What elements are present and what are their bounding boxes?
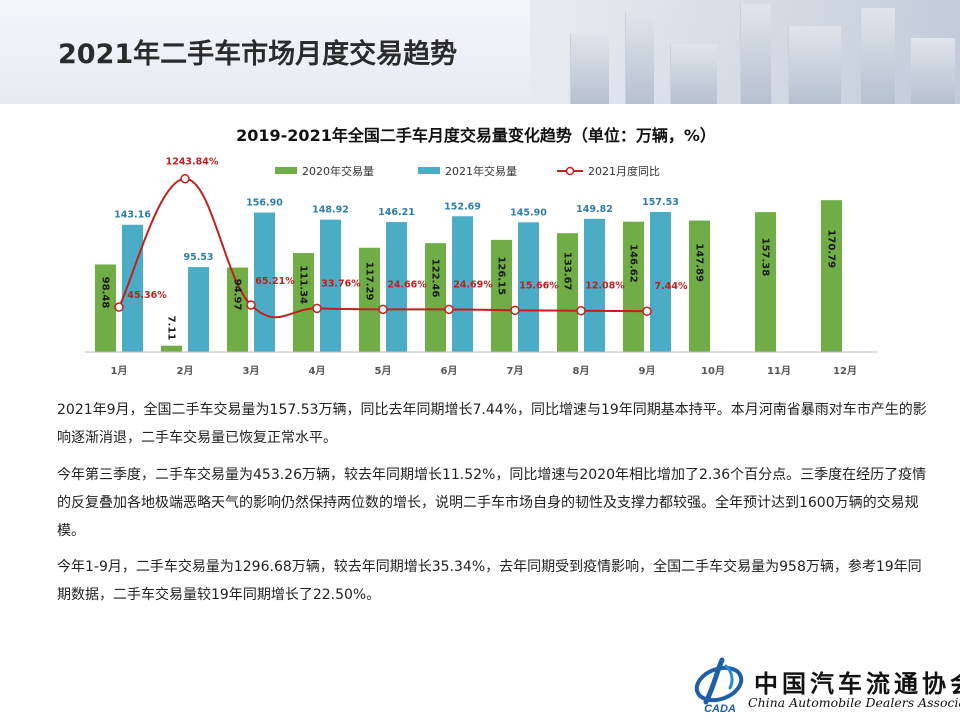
x-tick-label: 11月 [767,365,791,377]
x-tick-label: 8月 [573,365,590,377]
chart-legend: 2020年交易量 2021年交易量 2021月度同比 [275,164,660,178]
x-tick-label: 9月 [639,365,656,377]
legend-swatch [418,167,440,174]
bar-2021-label: 143.16 [114,210,151,221]
yoy-point [312,303,322,314]
yoy-label: 33.76% [321,278,361,289]
bar-2020-label: 111.34 [298,265,309,304]
yoy-label: 24.66% [387,279,427,290]
bar-2021-label: 148.92 [312,205,349,216]
yoy-point [642,306,652,316]
yoy-label: 15.66% [519,280,559,291]
yoy-point [576,305,586,316]
bar-2020 [623,221,644,352]
bar-2020-label: 146.62 [628,244,639,283]
bar-2020 [95,264,116,352]
bar-2020 [689,220,710,352]
skyline-image [530,0,960,104]
bar-2020-label: 170.79 [826,229,837,268]
yoy-point [378,304,388,315]
bar-2021 [650,211,671,352]
association-name-cn: 中国汽车流通协会 [754,669,960,698]
header-banner: 2021年二手车市场月度交易趋势 [0,0,960,104]
x-tick-label: 3月 [243,365,260,377]
x-tick-labels: 1月 2月 3月 4月 5月 6月 7月 8月 9月 10月 11月 12月 [111,365,857,377]
bar-2021-label: 157.53 [642,197,679,208]
bar-2020-label: 117.29 [364,262,375,301]
x-tick-label: 7月 [507,365,524,377]
bar-2021-label: 145.90 [510,207,547,218]
yoy-point [114,302,124,312]
bar-2021 [386,222,407,352]
bar-2020 [227,267,248,352]
yoy-label: 45.36% [127,290,167,301]
yoy-point [246,300,256,310]
x-tick-label: 5月 [375,365,392,377]
bar-2020-label: 126.15 [496,256,507,295]
body-paragraph: 今年1-9月，二手车交易量为1296.68万辆，较去年同期增长35.34%，去年… [57,559,922,603]
legend-marker [565,166,575,176]
x-tick-label: 4月 [309,365,326,377]
bar-2020 [491,239,512,352]
body-paragraph: 2021年9月，全国二手车交易量为157.53万辆，同比去年同期增长7.44%，… [57,402,927,446]
legend-label: 2021月度同比 [588,164,660,178]
bar-2020-label: 94.97 [232,279,243,311]
bar-2020 [161,345,182,352]
x-tick-label: 10月 [701,365,725,377]
yoy-label: 1243.84% [166,157,219,168]
bars-layer [95,200,842,352]
yoy-point [510,305,520,316]
bar-2021 [122,224,143,352]
cada-logo-mark: CADA [694,657,744,715]
chart-title: 2019-2021年全国二手车月度交易量变化趋势（单位：万辆，%） [236,126,716,145]
bar-2020-label: 7.11 [166,316,177,341]
yoy-label: 7.44% [655,281,688,292]
bar-2020 [425,243,446,352]
svg-text:CADA: CADA [704,703,736,715]
legend-swatch [275,167,297,174]
trend-chart: 2019-2021年全国二手车月度交易量变化趋势（单位：万辆，%） 2020年交… [85,126,877,377]
bar-2020-label: 157.38 [760,238,771,277]
bar-2020-label: 147.89 [694,243,705,282]
x-tick-label: 1月 [111,365,128,377]
bar-2020-label: 122.46 [430,259,441,298]
bar-2021-label: 95.53 [183,252,213,263]
yoy-label: 24.69% [453,279,493,290]
bar-2021-label: 152.69 [444,201,481,212]
bar-2020 [821,200,842,352]
page-title: 2021年二手车市场月度交易趋势 [58,39,458,70]
labels-layer: 98.48 143.16 7.11 95.53 94.97 156.90 111.34 148… [100,157,837,341]
bar-2020 [359,247,380,352]
bar-2020 [755,212,776,352]
legend-label: 2020年交易量 [302,164,374,178]
yoy-label: 65.21% [255,276,295,287]
body-text: 2021年9月，全国二手车交易量为157.53万辆，同比去年同期增长7.44%，… [57,396,927,618]
bar-2021 [320,219,341,352]
bar-2020-label: 133.67 [562,252,573,291]
yoy-point [444,304,454,315]
bar-2021-label: 146.21 [378,207,415,218]
legend-label: 2021年交易量 [445,164,517,178]
bar-2021 [188,267,209,352]
bar-2021-label: 156.90 [246,198,283,209]
bar-2020 [557,233,578,352]
bar-2021 [452,216,473,352]
yoy-line-layer [114,173,652,319]
x-tick-label: 12月 [833,365,857,377]
body-paragraph: 今年第三季度，二手车交易量为453.26万辆，较去年同期增长11.52%，同比增… [57,466,927,539]
association-name-en: China Automobile Dealers Association [748,695,960,710]
bar-2021 [518,222,539,352]
x-tick-label: 2月 [177,365,194,377]
bar-2021 [584,218,605,352]
bar-2021-label: 149.82 [576,204,613,215]
yoy-point [180,173,190,184]
bar-2020 [293,253,314,352]
yoy-label: 12.08% [585,281,625,292]
cada-logo: CADA 中国汽车流通协会 China Automobile Dealers A… [692,652,960,720]
x-tick-label: 6月 [441,365,458,377]
bar-2020-label: 98.48 [100,277,111,309]
